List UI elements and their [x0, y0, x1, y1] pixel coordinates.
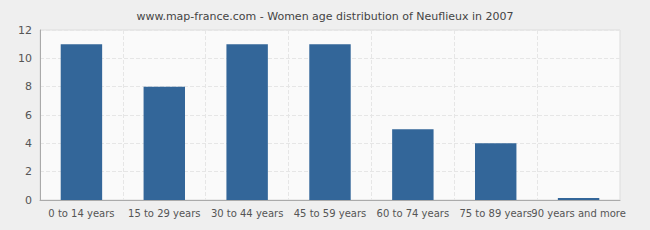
svg-text:4: 4: [25, 137, 32, 150]
svg-text:www.map-france.com - Women age: www.map-france.com - Women age distribut…: [136, 10, 513, 23]
svg-text:45 to 59 years: 45 to 59 years: [294, 208, 367, 219]
svg-text:75 to 89 years: 75 to 89 years: [459, 208, 532, 219]
svg-text:2: 2: [25, 165, 32, 178]
svg-text:0: 0: [25, 194, 32, 207]
svg-text:12: 12: [18, 24, 32, 37]
svg-text:8: 8: [25, 80, 32, 93]
svg-text:15 to 29 years: 15 to 29 years: [128, 208, 201, 219]
svg-text:90 years and more: 90 years and more: [531, 208, 626, 219]
svg-text:10: 10: [18, 52, 32, 65]
svg-text:30 to 44 years: 30 to 44 years: [211, 208, 284, 219]
svg-text:0 to 14 years: 0 to 14 years: [48, 208, 114, 219]
svg-text:6: 6: [25, 109, 32, 122]
svg-text:60 to 74 years: 60 to 74 years: [377, 208, 450, 219]
